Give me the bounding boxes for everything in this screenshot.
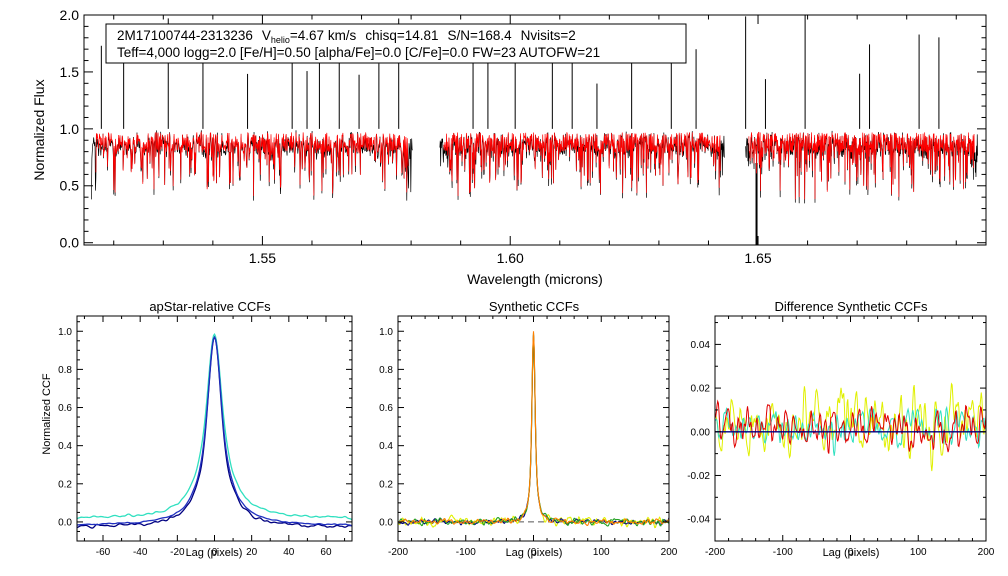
apstar-ccf-panel: apStar-relative CCFs -60 -40 -20 0 20 40 60 0.0… [41,299,353,559]
x-tick-label: -200 [388,547,408,558]
x-tick-label: -100 [773,547,793,558]
spectrum-xlabel: Wavelength (microns) [467,271,603,287]
difference-ccf-plot-area [715,382,986,472]
spectrum-annotation-line1: 2M17100744-2313236 Vhelio=4.67 km/s chisq=… [117,28,576,45]
apstar-ccf-series-visit-2 [76,335,353,529]
y-tick-label: 0.8 [379,365,393,376]
y-tick-label: 0.0 [60,235,80,251]
model-spectrum-series [95,131,975,200]
spectrum-frame [83,14,987,246]
x-tick-label: 0 [848,547,854,558]
y-tick-label: 1.0 [60,121,80,137]
synthetic-ccf-plot-area [397,331,670,529]
x-tick-label: -60 [96,547,111,558]
y-tick-label: 0.2 [379,479,393,490]
apstar-ccf-frame [76,315,353,542]
y-tick-label: 0.00 [691,427,711,438]
spectrum-annotation-line2: Teff=4,000 logg=2.0 [Fe/H]=0.50 [alpha/F… [117,45,600,60]
apstar-ccf-series-combined [76,335,353,527]
synthetic-ccf-xlabel: Lag (pixels) [506,547,563,559]
x-tick-label: 0 [212,547,218,558]
x-tick-label: -20 [170,547,185,558]
y-tick-label: 0.4 [58,441,72,452]
model-spectrum-chip-1 [95,131,409,196]
synthetic-ccf-series-navy [397,335,670,526]
y-tick-label: 0.04 [691,340,711,351]
apstar-ccf-xlabel: Lag (pixels) [186,547,243,559]
x-tick-label: 200 [978,547,995,558]
snr-value: S/N=168.4 [448,28,513,43]
x-tick-label: 1.60 [497,250,524,266]
spectrum-annotation-box [105,23,687,64]
synthetic-ccf-series-orange [397,331,670,527]
y-tick-label: 1.5 [60,64,80,80]
x-tick-label: -40 [133,547,148,558]
y-tick-label: 2.0 [60,7,80,23]
y-tick-label: 1.0 [379,327,393,338]
vhelio-subscript: helio [271,35,290,45]
x-tick-label: 1.55 [249,250,276,266]
y-tick-label: -0.02 [687,471,710,482]
difference-ccf-title: Difference Synthetic CCFs [775,299,928,314]
y-tick-label: 1.0 [58,327,72,338]
difference-ccf-xlabel: Lag (pixels) [823,547,880,559]
y-tick-label: 0.0 [379,517,393,528]
y-tick-label: 0.8 [58,365,72,376]
x-tick-label: 1.65 [744,250,771,266]
difference-ccf-axes: -200 -100 0 100 200 -0.04 -0.02 0.00 0.02 0.04 [687,316,995,558]
spectrum-panel: 1.55 1.60 1.65 0.0 0.5 1.0 1.5 2.0 Wavelength (… [31,7,987,287]
y-tick-label: -0.04 [687,515,710,526]
x-tick-label: 60 [320,547,332,558]
x-tick-label: 0 [531,547,537,558]
apstar-ccf-title: apStar-relative CCFs [149,299,271,314]
apstar-ccf-axes: -60 -40 -20 0 20 40 60 0.0 0.2 0.4 0.6 0.8 1.0 [58,316,352,558]
apstar-ccf-series-visit-1 [76,332,353,521]
y-tick-label: 0.02 [691,384,711,395]
vhelio-symbol: V [262,28,271,43]
vhelio-value: =4.67 km/s [290,28,357,43]
synthetic-ccf-panel: Synthetic CCFs -200 -100 0 100 200 0.0 0.2 0.4 0… [379,299,678,559]
spectrum-axes: 1.55 1.60 1.65 0.0 0.5 1.0 1.5 2.0 [60,7,986,266]
y-tick-label: 0.6 [58,403,72,414]
chisq-value: chisq=14.81 [365,28,438,43]
model-spectrum-chip-2 [443,132,721,196]
x-tick-label: -200 [705,547,725,558]
spectrum-ylabel: Normalized Flux [31,79,47,180]
synthetic-ccf-axes: -200 -100 0 100 200 0.0 0.2 0.4 0.6 0.8 1.0 [379,316,678,558]
x-tick-label: 100 [593,547,610,558]
nvisits-value: Nvisits=2 [521,28,576,43]
x-tick-label: 200 [661,547,678,558]
y-tick-label: 0.5 [60,178,80,194]
y-tick-label: 0.2 [58,479,72,490]
star-id: 2M17100744-2313236 [117,28,253,43]
y-tick-label: 0.6 [379,403,393,414]
y-tick-label: 0.0 [58,517,72,528]
y-tick-label: 0.4 [379,441,393,452]
synthetic-ccf-title: Synthetic CCFs [489,299,580,314]
x-tick-label: 40 [283,547,295,558]
apstar-ccf-plot-area [76,332,353,529]
x-tick-label: -100 [456,547,476,558]
difference-ccf-panel: Difference Synthetic CCFs -200 -100 0 100 20… [687,299,995,559]
x-tick-label: 100 [910,547,927,558]
difference-ccf-series-group [715,382,986,472]
x-tick-label: 20 [246,547,258,558]
apstar-ccf-ylabel: Normalized CCF [41,373,53,455]
synthetic-ccf-series-green [397,333,670,527]
model-spectrum-chip-3 [748,131,975,200]
synthetic-ccf-series-yellow [397,340,670,529]
